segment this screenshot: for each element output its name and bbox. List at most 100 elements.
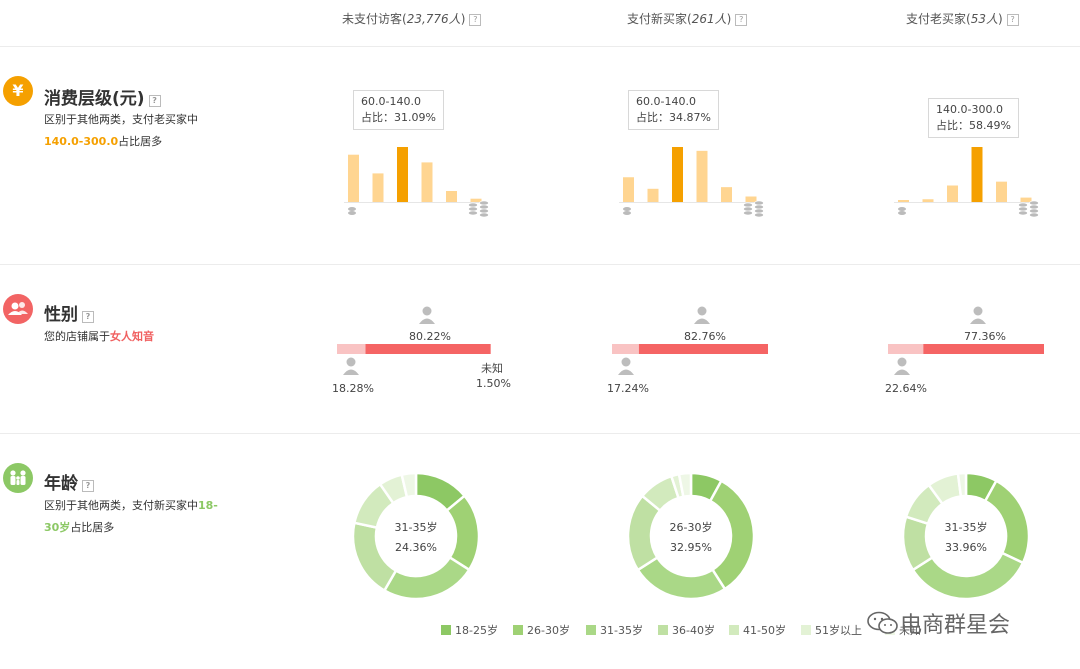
gender-desc-highlight: 女人知音 bbox=[110, 330, 154, 343]
coin-stack-icon bbox=[743, 200, 764, 218]
coin-stack-icon bbox=[468, 200, 489, 218]
yen-icon: ¥ bbox=[3, 76, 33, 106]
donut-segment bbox=[400, 471, 418, 499]
help-icon[interactable]: ? bbox=[735, 14, 748, 26]
female-user-icon bbox=[694, 306, 710, 324]
legend-swatch bbox=[441, 625, 451, 635]
column-header-suffix: ) bbox=[460, 12, 466, 26]
legend-swatch bbox=[801, 625, 811, 635]
male-bar bbox=[612, 344, 639, 354]
family-glyph bbox=[10, 470, 26, 485]
spend-divider bbox=[0, 264, 1080, 265]
female-pct-1: 80.22% bbox=[409, 330, 451, 343]
spend-section-title: 消费层级(元)? bbox=[44, 84, 161, 109]
spend-desc-line1: 区别于其他两类，支付老买家中 bbox=[44, 113, 198, 126]
female-pct-2: 82.76% bbox=[684, 330, 726, 343]
help-icon[interactable]: ? bbox=[1006, 14, 1019, 26]
tooltip-range: 60.0-140.0 bbox=[636, 95, 696, 108]
spend-tooltip-3: 140.0-300.0 占比：58.49% bbox=[928, 98, 1019, 138]
male-user-icon bbox=[894, 357, 910, 375]
male-pct-2: 17.24% bbox=[607, 382, 649, 395]
column-header-count: 53人 bbox=[970, 12, 998, 26]
spend-bar bbox=[922, 199, 934, 202]
donut-segment bbox=[382, 555, 471, 601]
spend-desc-suffix: 占比居多 bbox=[118, 135, 163, 148]
coin-small-icon bbox=[623, 207, 631, 215]
spend-tooltip-2: 60.0-140.0 占比：34.87% bbox=[628, 90, 719, 130]
column-header-suffix: ) bbox=[997, 12, 1003, 26]
spend-description: 区别于其他两类，支付老买家中 140.0-300.0占比居多 bbox=[44, 109, 198, 153]
legend-item[interactable]: 31-35岁 bbox=[586, 622, 643, 638]
tooltip-ratio: 占比：31.09% bbox=[361, 111, 436, 124]
donut-center-label: 31-35岁 bbox=[944, 521, 988, 534]
legend-label: 41-50岁 bbox=[743, 624, 786, 637]
legend-label: 51岁以上 bbox=[815, 624, 862, 637]
donut-center-pct: 33.96% bbox=[945, 541, 987, 554]
legend-label: 31-35岁 bbox=[600, 624, 643, 637]
tooltip-ratio: 占比：34.87% bbox=[636, 111, 711, 124]
spend-bar bbox=[947, 185, 958, 202]
spend-bar-charts bbox=[344, 147, 1039, 218]
age-desc-highlight-2: 30岁 bbox=[44, 521, 71, 534]
donut-segment bbox=[677, 471, 693, 499]
help-icon[interactable]: ? bbox=[82, 311, 94, 323]
unknown-label-1: 未知 bbox=[481, 362, 503, 375]
male-bar bbox=[888, 344, 924, 354]
gender-title-text: 性别 bbox=[44, 305, 78, 325]
legend-swatch bbox=[586, 625, 596, 635]
legend-label: 未知 bbox=[899, 624, 921, 637]
gender-desc-prefix: 您的店铺属于 bbox=[44, 330, 110, 343]
donut-center-1: 31-35岁 24.36% bbox=[376, 519, 456, 554]
legend-label: 36-40岁 bbox=[672, 624, 715, 637]
age-description: 区别于其他两类，支付新买家中18- 30岁占比居多 bbox=[44, 495, 218, 539]
donut-center-pct: 32.95% bbox=[670, 541, 712, 554]
legend-item[interactable]: 41-50岁 bbox=[729, 622, 786, 638]
column-header-count: 23,776人 bbox=[406, 12, 461, 26]
donut-center-label: 26-30岁 bbox=[669, 521, 713, 534]
gender-section-title: 性别? bbox=[44, 300, 94, 325]
column-header-count: 261人 bbox=[691, 12, 727, 26]
female-bar bbox=[365, 344, 491, 354]
male-bar bbox=[337, 344, 366, 354]
help-icon[interactable]: ? bbox=[148, 95, 161, 107]
male-pct-1: 18.28% bbox=[332, 382, 374, 395]
age-desc-suffix: 占比居多 bbox=[70, 521, 115, 534]
spend-bar bbox=[348, 154, 359, 202]
age-title-text: 年龄 bbox=[44, 474, 78, 494]
coin-small-icon bbox=[898, 207, 906, 215]
legend-item[interactable]: 18-25岁 bbox=[441, 622, 498, 638]
male-user-icon bbox=[343, 357, 359, 375]
help-icon[interactable]: ? bbox=[82, 480, 94, 492]
spend-title-text: 消费层级(元) bbox=[44, 89, 145, 109]
spend-bar bbox=[421, 162, 433, 202]
donut-center-3: 31-35岁 33.96% bbox=[926, 519, 1006, 554]
age-desc-line2: 30岁占比居多 bbox=[44, 517, 218, 539]
spend-bar bbox=[647, 188, 659, 202]
spend-bar bbox=[446, 191, 457, 202]
legend-swatch bbox=[513, 625, 523, 635]
donut-center-pct: 24.36% bbox=[395, 541, 437, 554]
help-icon[interactable]: ? bbox=[469, 14, 482, 26]
users-glyph bbox=[8, 302, 28, 315]
wechat-icon bbox=[866, 610, 900, 636]
age-desc-line1: 区别于其他两类，支付新买家中18- bbox=[44, 495, 218, 517]
legend-item[interactable]: 26-30岁 bbox=[513, 622, 570, 638]
gender-divider bbox=[0, 433, 1080, 434]
column-header-label: 未支付访客( bbox=[342, 12, 407, 26]
column-header-suffix: ) bbox=[726, 12, 732, 26]
spend-bar bbox=[672, 147, 683, 202]
gender-description: 您的店铺属于女人知音 bbox=[44, 326, 154, 348]
donut-segment bbox=[956, 471, 968, 498]
column-header-old-buyers: 支付老买家(53人)? bbox=[906, 10, 1019, 27]
legend-item[interactable]: 51岁以上 bbox=[801, 622, 862, 638]
legend-item[interactable]: 36-40岁 bbox=[658, 622, 715, 638]
spend-desc-highlight: 140.0-300.0 bbox=[44, 135, 119, 148]
spend-bar bbox=[971, 147, 983, 202]
column-header-new-buyers: 支付新买家(261人)? bbox=[627, 10, 748, 27]
age-section-title: 年龄? bbox=[44, 469, 94, 494]
spend-bar bbox=[721, 187, 732, 202]
spend-bar bbox=[745, 196, 757, 202]
unknown-pct-1: 1.50% bbox=[476, 377, 511, 390]
female-user-icon bbox=[419, 306, 435, 324]
donut-center-2: 26-30岁 32.95% bbox=[651, 519, 731, 554]
